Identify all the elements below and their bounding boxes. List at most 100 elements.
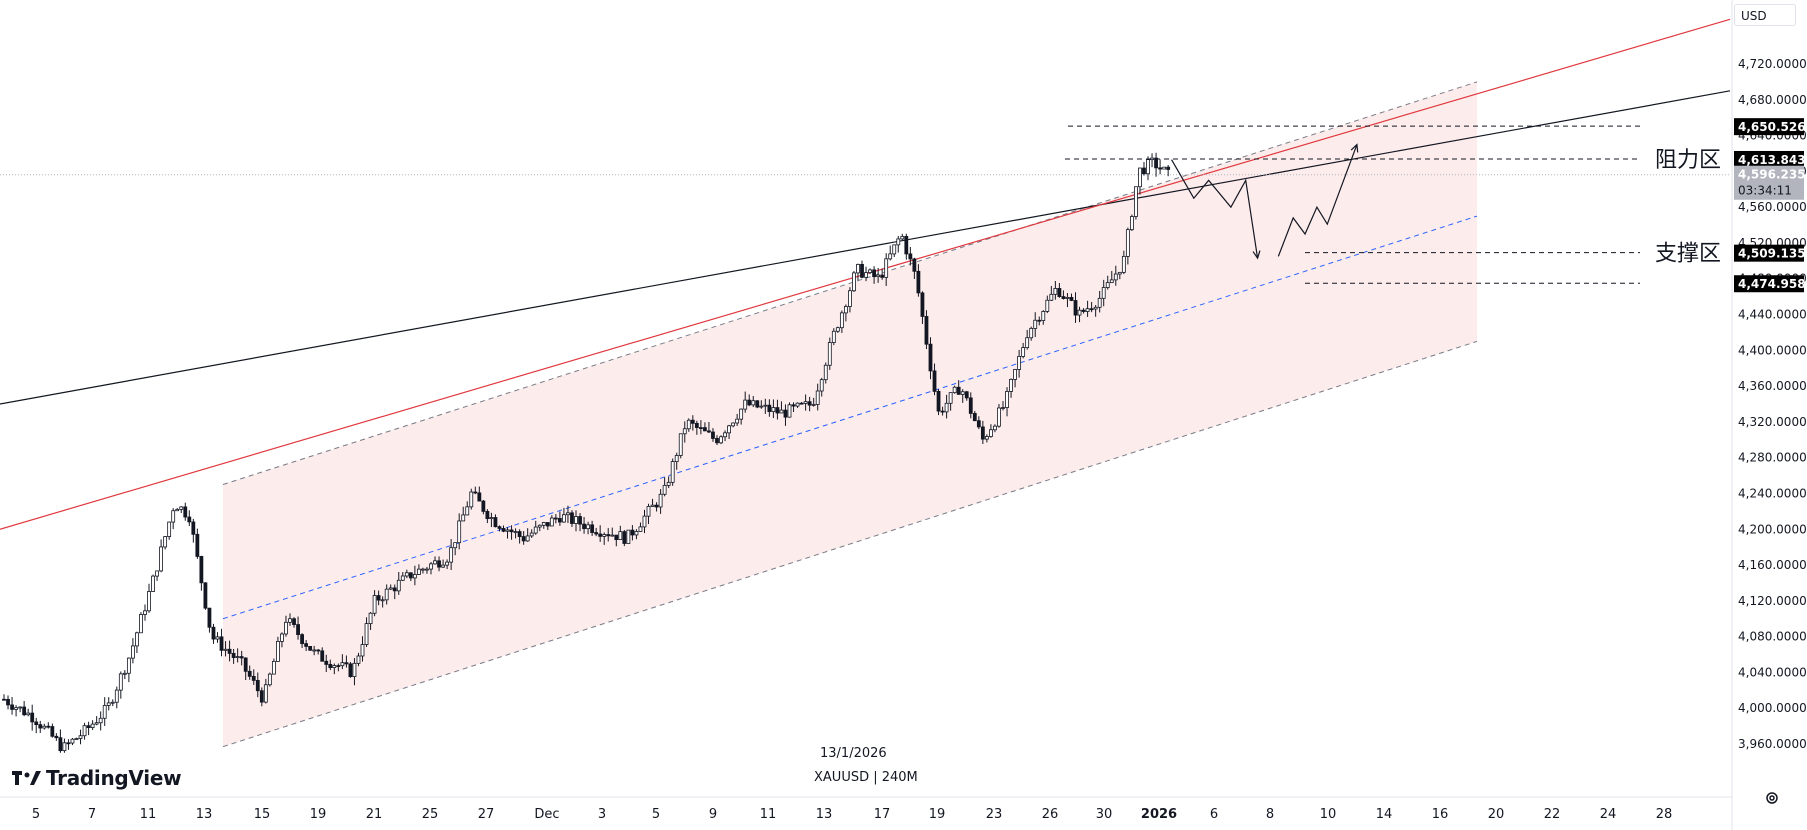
- candle-body: [1138, 167, 1142, 188]
- candle-body: [263, 684, 268, 703]
- time-tick-label: 7: [88, 807, 96, 822]
- price-tick-label: 4,280.0000: [1738, 451, 1807, 465]
- candle-body: [433, 560, 437, 565]
- candle-body: [1005, 391, 1009, 408]
- candle-body: [54, 735, 59, 739]
- price-tick-label: 4,080.0000: [1738, 630, 1807, 644]
- candle-body: [880, 274, 885, 278]
- candle-body: [316, 649, 321, 652]
- candle-body: [662, 484, 667, 495]
- candle-body: [980, 426, 985, 440]
- candle-body: [1146, 159, 1150, 175]
- candle-body: [320, 650, 325, 662]
- candle-body: [658, 493, 663, 508]
- candle-body: [276, 641, 280, 662]
- candle-body: [199, 556, 204, 584]
- candle-body: [646, 506, 651, 517]
- gear-icon[interactable]: [1764, 790, 1780, 806]
- time-tick-label: 15: [254, 807, 271, 822]
- candle-body: [58, 737, 63, 752]
- tradingview-brand: TradingView: [46, 766, 182, 790]
- candle-body: [602, 534, 607, 537]
- candle-body: [292, 618, 296, 625]
- candle-body: [187, 516, 192, 523]
- candle-body: [803, 401, 808, 404]
- candle-body: [74, 738, 79, 740]
- candle-body: [461, 514, 466, 522]
- candle-body: [557, 518, 562, 523]
- candle-body: [775, 407, 780, 414]
- candle-body: [1105, 282, 1110, 288]
- time-tick-label: 20: [1488, 807, 1505, 822]
- candle-body: [147, 591, 151, 612]
- candle-body: [179, 506, 184, 510]
- candle-body: [1017, 356, 1022, 370]
- candle-body: [14, 707, 18, 710]
- candle-body: [143, 610, 147, 615]
- candle-body: [795, 402, 800, 407]
- candle-body: [606, 534, 611, 537]
- channel-fill: [223, 81, 1477, 747]
- price-tag-label: 4,596.2350: [1738, 168, 1807, 182]
- channel-layer: [222, 81, 1478, 748]
- time-tick-label: 16: [1432, 807, 1449, 822]
- candle-body: [437, 560, 441, 568]
- candle-body: [110, 701, 115, 704]
- candle-body: [682, 428, 687, 435]
- candle-body: [195, 533, 200, 557]
- candle-body: [723, 432, 727, 438]
- black-trend-line: [0, 90, 1731, 405]
- candle-body: [171, 510, 176, 523]
- time-axis[interactable]: 5 7 11 13 15 19 21 25 27 Dec 3 5 9 11 13 17 19 23 26 30 2026…: [0, 796, 1732, 822]
- candle-body: [457, 520, 462, 544]
- candle-body: [50, 726, 55, 737]
- time-tick-label: 17: [874, 807, 891, 822]
- price-axis-bg: [1732, 0, 1807, 830]
- time-tick-label: 5: [652, 807, 660, 822]
- candle-body: [1037, 319, 1042, 322]
- candle-body: [747, 399, 752, 406]
- support-zone-label: 支撑区: [1655, 242, 1721, 267]
- candle-body: [549, 517, 554, 527]
- time-tick-label: 27: [478, 807, 495, 822]
- currency-selector[interactable]: USD: [1734, 4, 1796, 26]
- price-tick-label: 4,360.0000: [1738, 379, 1807, 393]
- candle-body: [304, 643, 309, 647]
- candle-body: [936, 390, 941, 412]
- candle-body: [26, 712, 31, 716]
- candle-body: [372, 595, 377, 614]
- price-tick-label: 4,040.0000: [1738, 665, 1807, 679]
- price-tag-bg: [1734, 118, 1804, 136]
- candle-body: [1009, 378, 1013, 392]
- candle-body: [284, 621, 288, 635]
- candle-body: [425, 568, 429, 571]
- time-tick-label: 6: [1210, 807, 1218, 822]
- candle-body: [223, 648, 228, 651]
- candle-body: [956, 386, 961, 395]
- price-axis[interactable]: 4,720.00004,680.00004,640.00004,600.0000…: [1731, 0, 1807, 830]
- price-tick-label: 4,560.0000: [1738, 200, 1807, 214]
- candle-body: [493, 517, 498, 528]
- candle-body: [412, 574, 417, 579]
- candle-body: [400, 575, 405, 581]
- candle-body: [207, 607, 212, 628]
- time-tick-label: 28: [1656, 807, 1673, 822]
- candle-body: [1142, 167, 1146, 175]
- candle-body: [884, 258, 889, 278]
- candle-body: [10, 704, 14, 710]
- candle-body: [771, 407, 776, 412]
- candle-body: [521, 536, 526, 542]
- candle-body: [513, 531, 518, 533]
- candle-body: [404, 572, 409, 577]
- candle-body: [872, 269, 876, 278]
- candle-body: [114, 689, 119, 703]
- candle-body: [288, 618, 292, 623]
- candle-body: [1085, 308, 1090, 312]
- candle-body: [66, 742, 71, 745]
- price-tag-label: 4,474.9589: [1738, 277, 1807, 291]
- candle-body: [952, 386, 957, 394]
- candle-body: [1125, 229, 1130, 257]
- candle-body: [489, 517, 494, 520]
